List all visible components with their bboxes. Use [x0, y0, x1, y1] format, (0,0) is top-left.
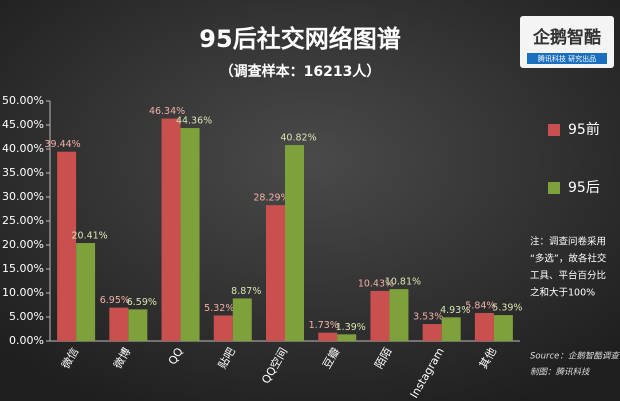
bar — [474, 312, 494, 341]
source: Source：企鹅智酷调查 — [530, 351, 620, 362]
note: 工具、平台百分比 — [530, 270, 606, 282]
bar — [337, 334, 357, 341]
bar — [389, 289, 409, 341]
value-label: 5.39% — [492, 303, 522, 314]
bar — [318, 332, 338, 341]
bar — [128, 309, 148, 341]
value-label: 4.93% — [440, 305, 470, 316]
value-label: 44.36% — [176, 116, 212, 127]
legend-swatch — [548, 124, 560, 136]
legend-swatch — [548, 182, 560, 194]
y-tick-label: 30.00% — [2, 190, 44, 203]
y-tick-label: 5.00% — [9, 310, 44, 323]
y-tick-label: 35.00% — [2, 166, 44, 179]
logo-name: 企鹅智酷 — [532, 27, 601, 48]
value-label: 1.39% — [336, 322, 366, 333]
bar — [76, 243, 96, 341]
value-label: 1.73% — [309, 320, 339, 331]
value-label: 10.81% — [385, 277, 421, 288]
chart-title: 95后社交网络图谱 — [199, 25, 400, 53]
bar — [441, 317, 461, 341]
value-label: 40.82% — [280, 133, 316, 144]
y-tick-label: 40.00% — [2, 142, 44, 155]
y-tick-label: 50.00% — [2, 94, 44, 107]
value-label: 6.59% — [127, 297, 157, 308]
bar — [422, 324, 442, 341]
bar — [285, 145, 304, 341]
bar — [161, 118, 181, 342]
logo-tagline: 腾讯科技 研究出品 — [538, 54, 596, 63]
y-tick-label: 45.00% — [2, 118, 44, 131]
y-tick-label: 15.00% — [2, 262, 44, 275]
value-label: 20.41% — [71, 231, 107, 242]
value-label: 46.34% — [149, 106, 185, 117]
logo-band — [527, 53, 607, 64]
logo: 企鹅智酷 腾讯科技 研究出品 — [520, 16, 614, 68]
y-tick-label: 0.00% — [9, 334, 44, 347]
legend-label: 95前 — [568, 121, 600, 138]
value-label: 5.32% — [204, 303, 234, 314]
bar — [493, 315, 513, 341]
value-label: 39.44% — [44, 139, 80, 150]
chart-subtitle: （调查样本：16213人） — [220, 63, 381, 80]
bar — [57, 151, 77, 341]
bar — [180, 128, 200, 341]
value-label: 3.53% — [413, 312, 443, 323]
source: 制图：腾讯科技 — [530, 367, 591, 378]
value-label: 8.87% — [231, 286, 261, 297]
value-label: 28.29% — [253, 193, 289, 204]
note: “多选”，故各社交 — [530, 253, 607, 265]
bar — [266, 205, 285, 341]
value-label: 6.95% — [100, 295, 130, 306]
bar — [370, 290, 390, 341]
note: 注：调查问卷采用 — [530, 236, 606, 248]
legend-label: 95后 — [568, 180, 600, 196]
y-tick-label: 25.00% — [2, 214, 44, 227]
y-tick-label: 20.00% — [2, 238, 44, 251]
y-tick-label: 10.00% — [2, 286, 44, 299]
bar — [213, 315, 233, 341]
value-label: 10.43% — [358, 278, 394, 289]
value-label: 5.84% — [465, 300, 495, 311]
note: 之和大于100% — [530, 287, 595, 299]
bar — [109, 307, 129, 341]
bar — [232, 298, 252, 341]
